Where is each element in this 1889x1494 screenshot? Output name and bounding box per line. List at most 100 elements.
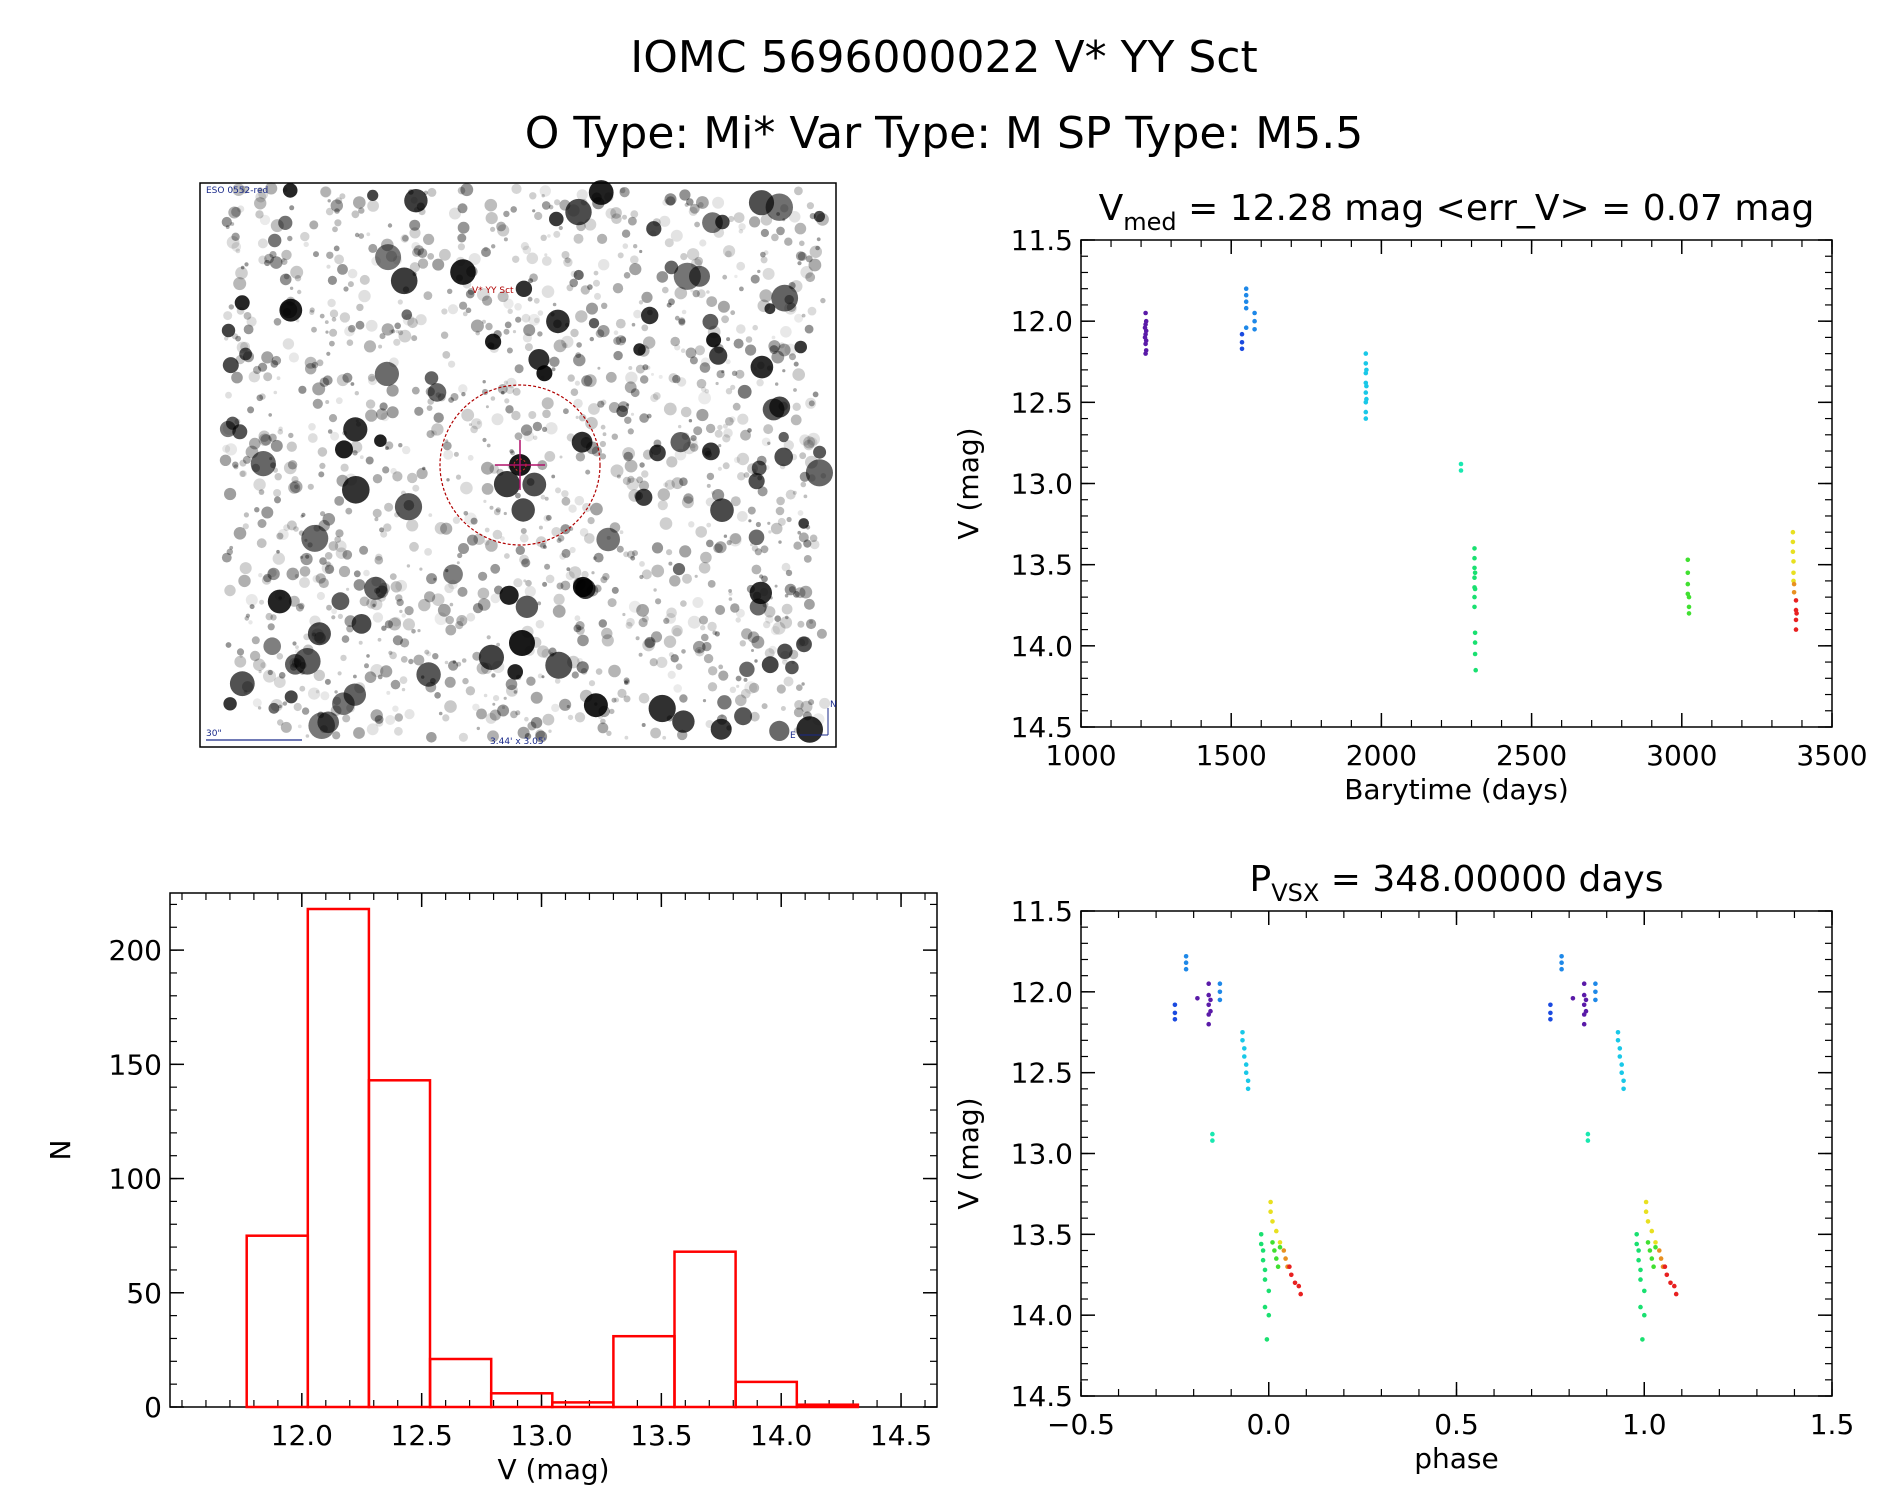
data-point (1268, 1209, 1273, 1214)
data-point (1686, 611, 1692, 616)
data-point (1790, 529, 1796, 535)
y-tick-label: 50 (126, 1277, 162, 1310)
data-point (1142, 325, 1148, 331)
x-tick-label: 12.0 (271, 1419, 333, 1452)
data-point (1593, 981, 1598, 986)
data-point (1206, 1021, 1211, 1027)
plot-title: PVSX = 348.00000 days (1250, 859, 1664, 907)
x-tick-label: 2000 (1346, 739, 1417, 772)
data-point (1172, 1010, 1178, 1016)
data-point (1619, 1062, 1624, 1067)
data-point (1363, 409, 1369, 415)
data-point (1239, 340, 1245, 345)
data-point (1239, 331, 1245, 337)
x-axis-label: phase (1414, 1442, 1499, 1475)
data-point (1274, 1256, 1279, 1261)
data-point (1673, 1291, 1679, 1297)
y-tick-label: 12.0 (1011, 305, 1073, 338)
x-tick-label: 1.5 (1810, 1408, 1855, 1441)
data-point (1239, 346, 1245, 352)
y-axis-label: N (44, 1140, 77, 1161)
y-tick-label: 12.5 (1011, 1057, 1073, 1090)
light-curve-plot: 1000 1500 2000 2500 3000 3500 11.5 12.0 12.5 13.0… (952, 188, 1868, 806)
title-subscript: med (1123, 208, 1176, 236)
data-point (1266, 1312, 1272, 1318)
data-point (1277, 1240, 1283, 1245)
data-point (1172, 1017, 1178, 1022)
data-point (1217, 981, 1223, 986)
data-point (1217, 997, 1223, 1003)
data-point (1458, 468, 1464, 473)
x-tick-label: 3000 (1646, 739, 1717, 772)
data-point (1195, 996, 1200, 1001)
data-point (1791, 581, 1797, 587)
x-axis-label: V (mag) (497, 1453, 609, 1486)
data-point (1638, 1304, 1643, 1310)
x-axis-label: Barytime (days) (1344, 773, 1569, 806)
data-point (1662, 1264, 1668, 1269)
data-point (1272, 1248, 1277, 1253)
data-point (1252, 310, 1257, 316)
data-point (1270, 1240, 1275, 1245)
data-point (1619, 1070, 1624, 1075)
histogram-bar (551, 1401, 615, 1409)
data-point (1240, 1030, 1245, 1035)
data-point (1790, 549, 1796, 554)
data-point (1615, 1038, 1621, 1043)
data-point (1615, 1030, 1621, 1035)
data-point (1172, 1002, 1178, 1008)
data-point (1472, 594, 1477, 600)
histogram-bar (489, 1392, 554, 1409)
data-point (1583, 1008, 1589, 1014)
data-point (1208, 997, 1213, 1003)
data-point (1548, 1002, 1553, 1008)
target-crosshair (495, 440, 545, 490)
histogram-bar (734, 1380, 799, 1409)
data-point (1258, 1241, 1264, 1247)
data-point (1275, 1264, 1281, 1269)
data-point (1472, 555, 1477, 561)
data-point (1790, 539, 1796, 545)
histogram-bar (245, 1234, 310, 1409)
y-tick-label: 14.0 (1011, 630, 1073, 663)
data-point (1143, 348, 1149, 353)
y-tick-label: 12.0 (1011, 976, 1073, 1009)
data-point (1270, 1219, 1275, 1224)
data-point (1472, 604, 1477, 610)
data-point (1472, 546, 1477, 551)
phase-plot: −0.5 0.0 0.5 1.0 1.5 11.5 12.0 12.5 13.0 13.5 14.0… (952, 859, 1854, 1475)
data-point (1593, 997, 1598, 1003)
data-point (1243, 305, 1249, 311)
main-title: IOMC 5696000022 V* YY Sct (630, 32, 1257, 83)
data-point (1581, 1002, 1587, 1008)
data-point (1638, 1277, 1643, 1282)
data-point (1208, 1008, 1213, 1014)
data-point (1210, 1138, 1215, 1143)
x-tick-label: 2500 (1496, 739, 1567, 772)
data-point (1583, 997, 1589, 1003)
data-point (1581, 992, 1587, 998)
histogram-bar (367, 1079, 432, 1409)
data-point (1143, 318, 1149, 324)
data-point (1791, 570, 1796, 576)
data-point (1472, 586, 1478, 592)
data-point (1643, 1199, 1649, 1205)
y-axis-label: V (mag) (952, 1097, 985, 1209)
y-tick-label: 11.5 (1011, 895, 1073, 928)
histogram-bar (795, 1403, 860, 1409)
plot-frame (1080, 239, 1833, 728)
data-point (1472, 640, 1478, 645)
data-point (1472, 570, 1478, 576)
data-point (1686, 604, 1692, 610)
data-point (1242, 1046, 1247, 1051)
data-point (1252, 327, 1257, 332)
data-point (1264, 1337, 1270, 1342)
data-point (1548, 1017, 1553, 1022)
data-point (1206, 981, 1211, 986)
data-point (1289, 1272, 1294, 1278)
data-point (1243, 1070, 1249, 1075)
sky-image-panel: ESO 0552-red V* YY Sct 30" 3.44' x 3.05'… (199, 180, 837, 748)
title-rest: = 12.28 mag <err_V> = 0.07 mag (1177, 188, 1815, 229)
data-point (1292, 1280, 1298, 1286)
